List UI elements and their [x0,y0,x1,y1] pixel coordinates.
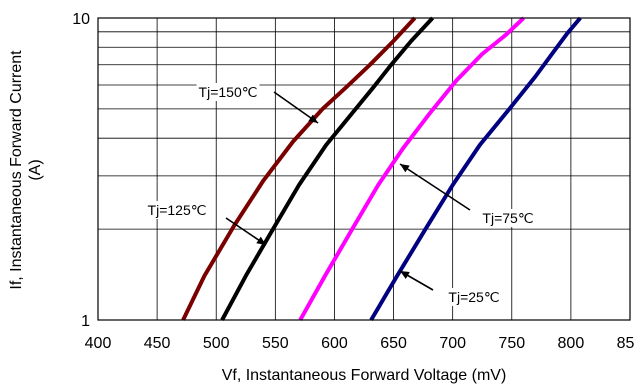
series-line-0 [181,16,417,321]
annotation-label-background [196,83,260,101]
y-axis-label-unit: (A) [27,159,44,180]
annotation-arrow [399,163,471,211]
x-tick-label: 650 [380,335,407,352]
x-tick-label: 600 [321,335,348,352]
annotation-label-background [145,201,209,219]
x-tick-label: 700 [439,335,466,352]
annotation-arrowhead [256,236,266,245]
y-tick-label: 1 [81,313,90,330]
annotation-arrowhead [400,164,410,173]
annotation-label-background [446,288,502,306]
annotation-arrowhead [400,271,410,279]
series-lines [181,16,582,322]
x-tick-label: 500 [203,335,230,352]
x-tick-label: 450 [144,335,171,352]
annotation-label: Tj=75℃ [482,210,533,226]
y-axis-label: If, Instantaneous Forward Current [8,50,25,290]
annotation-label: Tj=125℃ [148,202,207,218]
series-line-2 [298,16,525,321]
x-tick-label: 550 [262,335,289,352]
y-tick-label: 10 [72,11,90,28]
grid [98,18,630,320]
x-tick-label: 400 [85,335,112,352]
annotation-arrowhead [308,114,318,123]
x-tick-label: 850 [617,335,634,352]
annotation-label: Tj=25℃ [448,289,499,305]
annotation-label: Tj=150℃ [199,84,258,100]
plot-frame [97,17,631,321]
annotations: Tj=150℃ Tj=125℃ Tj=75℃ Tj=25℃ [145,83,536,306]
series-line-3 [369,16,582,322]
x-tick-label: 750 [498,335,525,352]
tick-labels: 400 450 500 550 600 650 700 750 800 850 1 10 [72,11,634,352]
x-tick-label: 800 [558,335,585,352]
series-line-1 [220,16,435,321]
annotation-label-background [480,209,536,227]
x-axis-label: Vf, Instantaneous Forward Voltage (mV) [222,367,507,384]
